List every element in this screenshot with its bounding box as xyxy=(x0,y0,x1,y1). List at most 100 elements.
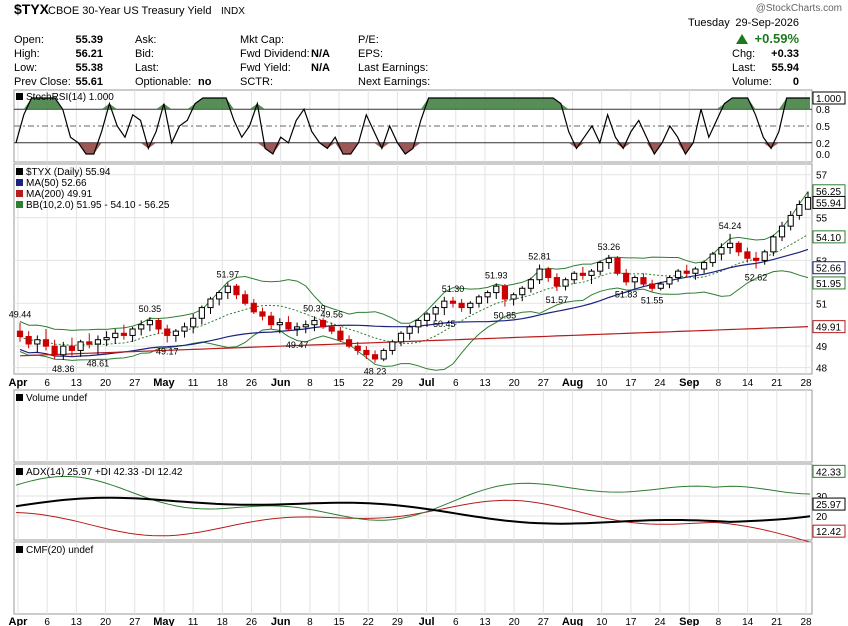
y-tick-label: 49 xyxy=(816,342,828,353)
legend-swatch xyxy=(16,168,23,175)
last-value: 55.94 xyxy=(771,62,799,74)
y-tick-label: 55 xyxy=(816,214,828,225)
bb-mid-line xyxy=(19,234,809,346)
legend-swatch xyxy=(16,93,23,100)
candle-body xyxy=(614,257,621,274)
plus-di-tag: 42.33 xyxy=(816,467,841,478)
x-tick-label: 28 xyxy=(800,617,812,626)
candle-body xyxy=(579,272,586,276)
fundamental-label: SCTR: xyxy=(240,76,273,88)
x-tick-label: 22 xyxy=(363,617,375,626)
candle-body xyxy=(16,330,24,337)
earnings-label: Last Earnings: xyxy=(358,62,428,74)
candle-body xyxy=(363,349,370,356)
panel-frame xyxy=(13,163,813,375)
candle-body xyxy=(787,214,794,227)
legend-swatch xyxy=(16,394,23,401)
candle-body xyxy=(250,302,257,313)
candle-body xyxy=(657,283,664,289)
candle-body xyxy=(146,319,153,326)
value-tag xyxy=(812,464,846,478)
candle-body xyxy=(519,287,526,296)
panel-frame xyxy=(13,89,813,163)
legend-swatch xyxy=(16,468,23,475)
adx-tag: 25.97 xyxy=(816,500,841,511)
exchange: INDX xyxy=(221,6,245,17)
up-triangle-icon xyxy=(736,34,748,44)
symbol-name: CBOE 30-Year US Treasury Yield xyxy=(48,5,211,17)
x-tick-label: 6 xyxy=(44,617,50,626)
x-tick-label: May xyxy=(153,377,175,389)
candle-body xyxy=(432,307,439,315)
x-tick-label: 10 xyxy=(596,617,608,626)
candle-body xyxy=(761,251,768,261)
stat-value: 55.61 xyxy=(75,76,103,88)
candle-body xyxy=(709,253,716,264)
chart-header: $TYX CBOE 30-Year US Treasury Yield INDX… xyxy=(14,1,842,88)
candle-body xyxy=(51,345,58,356)
x-tick-label: 13 xyxy=(479,378,491,389)
candle-body xyxy=(242,294,249,304)
candle-body xyxy=(354,345,361,351)
candle-body xyxy=(224,285,231,294)
y-tick-label: 0.2 xyxy=(816,139,830,150)
x-tick-label: 24 xyxy=(655,617,667,626)
candle-body xyxy=(155,319,162,330)
ma200-line xyxy=(19,326,809,357)
x-tick-label: 26 xyxy=(246,378,258,389)
price-annotation: 49.47 xyxy=(286,340,309,350)
x-tick-label: 6 xyxy=(453,617,459,626)
y-tick-label: 57 xyxy=(816,171,828,182)
candle-body xyxy=(207,298,214,309)
candle-body xyxy=(328,326,335,332)
stochrsi-legend: StochRSI(14) 1.000 xyxy=(26,92,114,103)
candle-body xyxy=(510,294,517,300)
candle-body xyxy=(294,326,301,330)
bb-upper-tag: 56.25 xyxy=(816,187,841,198)
price-panel: 48495153555749.4448.3648.6149.1750.3551.… xyxy=(9,163,846,389)
stats-block: Open: 55.39 High: 56.21 Low: 55.38 Prev Close:… xyxy=(14,34,430,88)
candle-body xyxy=(259,311,266,317)
price-annotation: 51.55 xyxy=(641,296,664,306)
stat-label: High: xyxy=(14,48,40,60)
value-tag xyxy=(812,276,846,290)
candle-body xyxy=(571,272,578,281)
candle-body xyxy=(216,292,223,300)
candle-body xyxy=(484,292,491,298)
candle-body xyxy=(536,268,543,281)
stochrsi-line xyxy=(15,97,810,156)
price-annotation: 50.35 xyxy=(139,304,162,314)
change-value: +0.33 xyxy=(771,48,799,60)
candle-body xyxy=(94,339,102,345)
y-tick-label: 0.0 xyxy=(816,150,830,161)
candle-body xyxy=(198,307,205,319)
date-day: Tuesday xyxy=(688,17,730,29)
panel-frame xyxy=(13,389,813,463)
candle-body xyxy=(692,268,699,274)
candle-body xyxy=(345,339,353,347)
x-tick-label: Apr xyxy=(9,377,29,389)
x-tick-label: 27 xyxy=(129,378,141,389)
candle-body xyxy=(34,339,41,345)
quote-label: Optionable: xyxy=(135,76,191,88)
candle-body xyxy=(735,242,742,253)
date: 29-Sep-2026 xyxy=(735,17,799,29)
candle-body xyxy=(649,283,656,289)
ma200-legend: MA(200) 49.91 xyxy=(26,189,93,200)
cmf-panel: CMF(20) undef Apr 6 13 20 27 May 11 18 26 Jun 8 15 22… xyxy=(9,541,813,626)
candle-body xyxy=(545,268,552,279)
candle-body xyxy=(233,285,240,296)
x-tick-label: 27 xyxy=(538,378,550,389)
stat-value: 55.38 xyxy=(75,62,103,74)
candle-body xyxy=(752,257,760,261)
x-tick-label: 26 xyxy=(246,617,258,626)
fundamental-value: N/A xyxy=(311,48,330,60)
candle-body xyxy=(77,341,84,351)
price-annotation: 51.83 xyxy=(615,290,638,300)
value-tag xyxy=(812,195,846,209)
candle-body xyxy=(588,270,595,276)
earnings-label: Next Earnings: xyxy=(358,76,430,88)
